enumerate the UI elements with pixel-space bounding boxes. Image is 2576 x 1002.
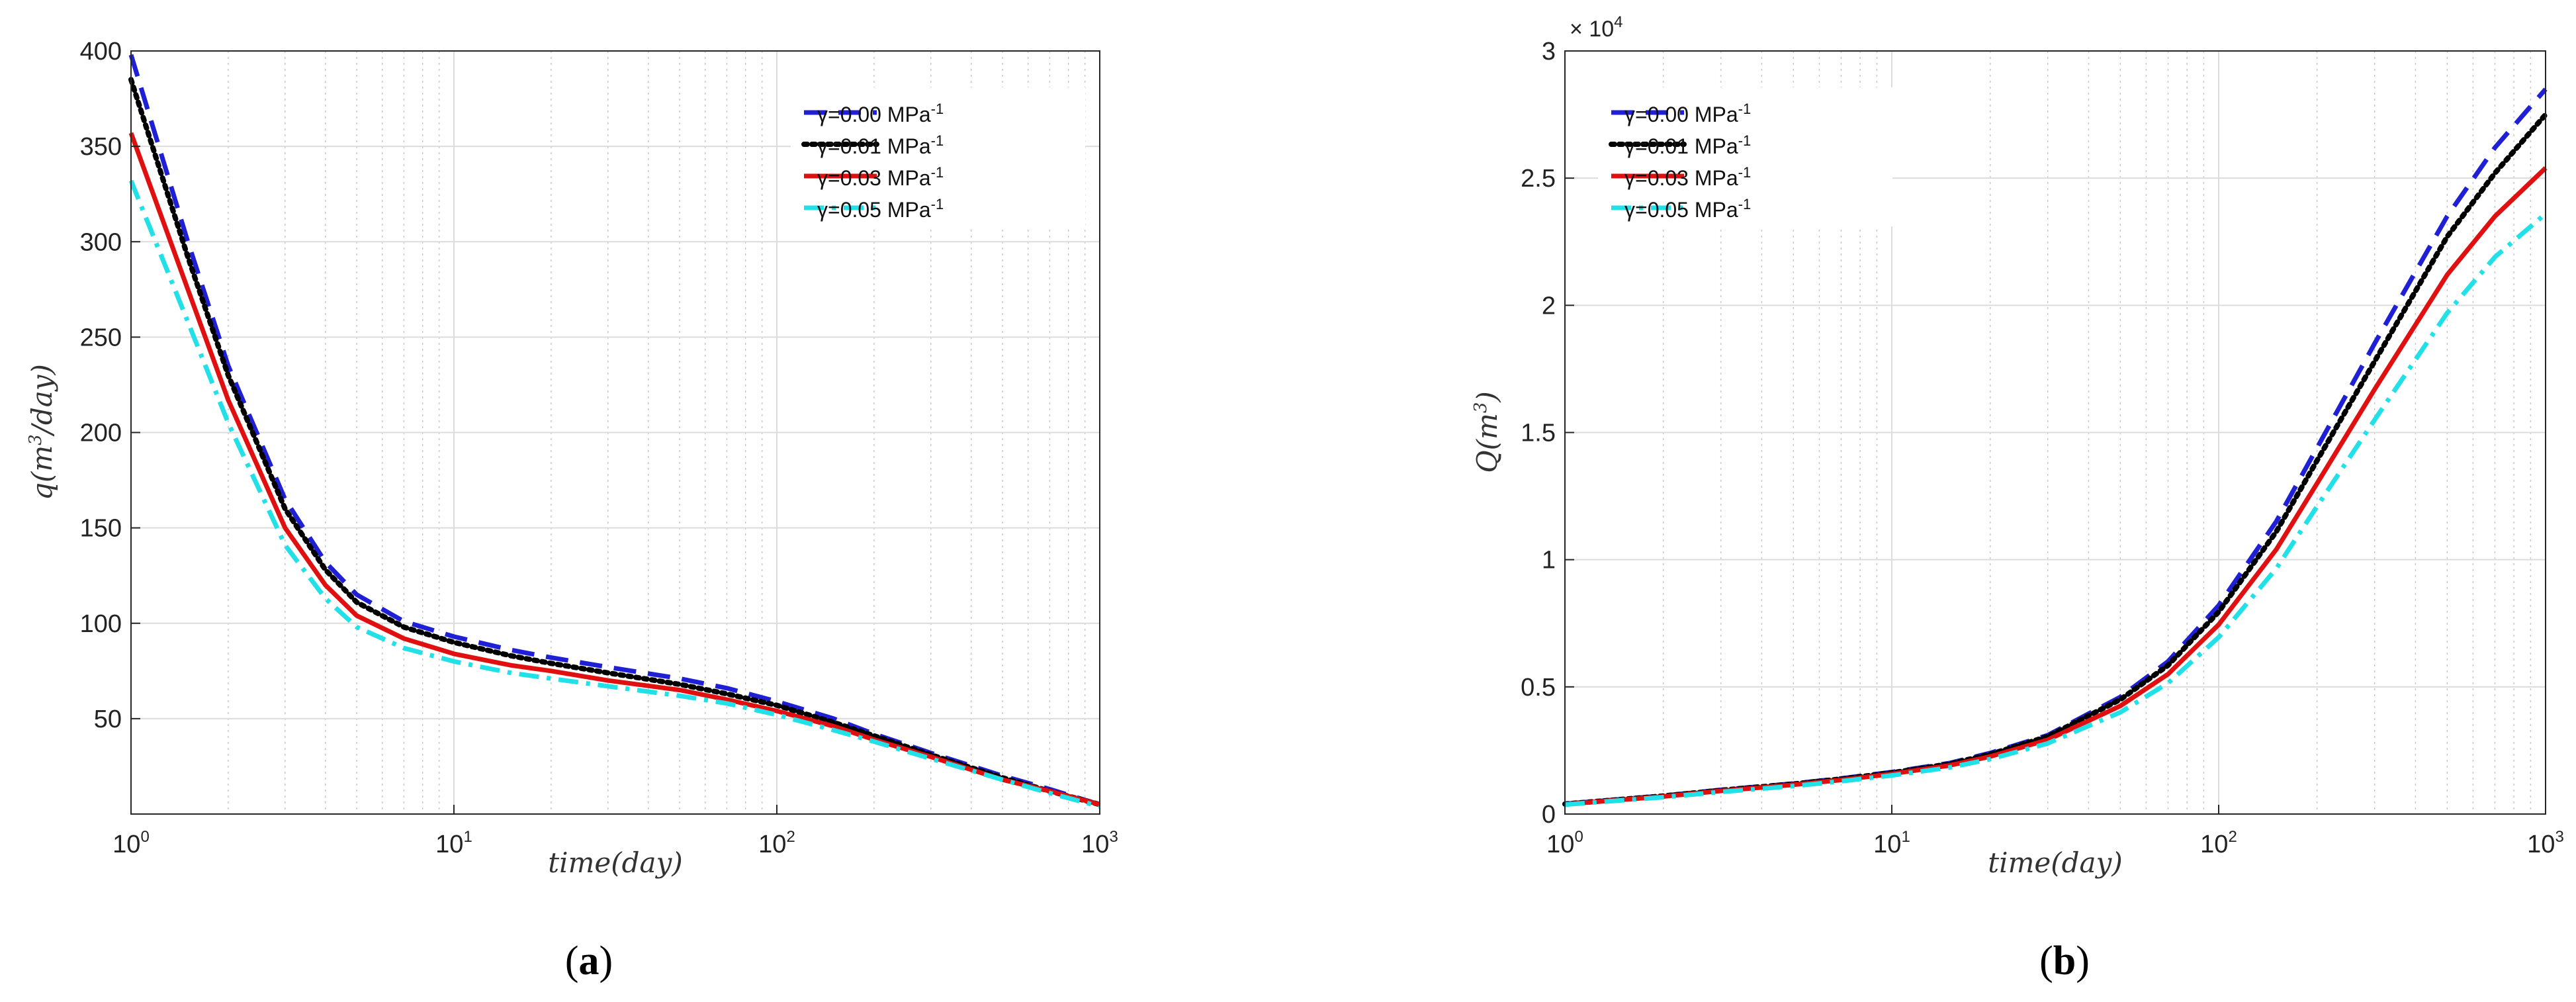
panel-caption: (b) [2039, 938, 2090, 983]
x-tick-label: 101 [1873, 828, 1910, 858]
y-tick-label: 50 [94, 706, 122, 733]
y-tick-label: 200 [80, 420, 122, 447]
y-tick-label: 150 [80, 515, 122, 543]
y-axis-multiplier: × 104 [1570, 13, 1622, 42]
y-tick-label: 3 [1542, 38, 1556, 66]
y-tick-label: 350 [80, 133, 122, 161]
legend: γ=0.00 MPa-1 γ=0.01 MPa-1 γ=0.03 MPa-1 γ=0.… [791, 87, 1085, 226]
legend-label: γ=0.03 MPa-1 [1624, 164, 1751, 190]
legend-label: γ=0.05 MPa-1 [1624, 196, 1751, 222]
y-axis-label: q(m3/day) [26, 364, 58, 500]
legend-label: γ=0.01 MPa-1 [817, 132, 944, 158]
y-tick-label: 1.5 [1521, 420, 1556, 447]
panel-caption: (a) [565, 938, 613, 983]
x-tick-label: 103 [2527, 828, 2564, 858]
legend-label: γ=0.03 MPa-1 [817, 164, 944, 190]
x-axis-label: time(day) [1988, 846, 2122, 879]
legend-label: γ=0.05 MPa-1 [817, 196, 944, 222]
y-tick-label: 2 [1542, 292, 1556, 320]
legend: γ=0.00 MPa-1 γ=0.01 MPa-1 γ=0.03 MPa-1 γ=0.… [1598, 87, 1892, 226]
y-tick-label: 1 [1542, 547, 1556, 574]
y-tick-label: 2.5 [1521, 165, 1556, 193]
x-tick-label: 102 [758, 828, 795, 858]
x-tick-labels: 100 101 102 103 [112, 805, 1118, 858]
x-tick-label: 102 [2200, 828, 2237, 858]
x-tick-labels: 100 101 102 103 [1546, 805, 2564, 858]
x-tick-label: 103 [1081, 828, 1118, 858]
x-axis-label: time(day) [548, 846, 682, 879]
legend-label: γ=0.00 MPa-1 [1624, 101, 1751, 126]
series-line [128, 179, 1100, 809]
y-tick-labels: 0 0.5 1 1.5 2 2.5 3 [1521, 38, 1574, 829]
y-tick-label: 0.5 [1521, 674, 1556, 702]
y-tick-label: 400 [80, 38, 122, 66]
x-tick-label: 101 [435, 828, 472, 858]
x-tick-label: 100 [1546, 828, 1583, 858]
x-tick-label: 100 [112, 828, 150, 858]
panel-b-cumulative-chart: 100 101 102 103 0 0.5 1 1.5 2 2.5 3 × 104 time(da… [1471, 13, 2564, 983]
panel-a-rate-chart: 100 101 102 103 50 100 150 200 250 300 350 400 tim… [26, 38, 1118, 983]
legend-label: γ=0.01 MPa-1 [1624, 132, 1751, 158]
series-line [1564, 212, 2548, 807]
y-tick-label: 100 [80, 610, 122, 638]
legend-label: γ=0.00 MPa-1 [817, 101, 944, 126]
series-lines [1562, 87, 2548, 807]
y-tick-label: 300 [80, 228, 122, 256]
y-tick-labels: 50 100 150 200 250 300 350 400 [80, 38, 140, 733]
y-tick-label: 250 [80, 324, 122, 351]
y-tick-label: 0 [1542, 801, 1556, 829]
series-lines [128, 54, 1102, 809]
y-axis-label: Q(m3) [1471, 391, 1503, 473]
